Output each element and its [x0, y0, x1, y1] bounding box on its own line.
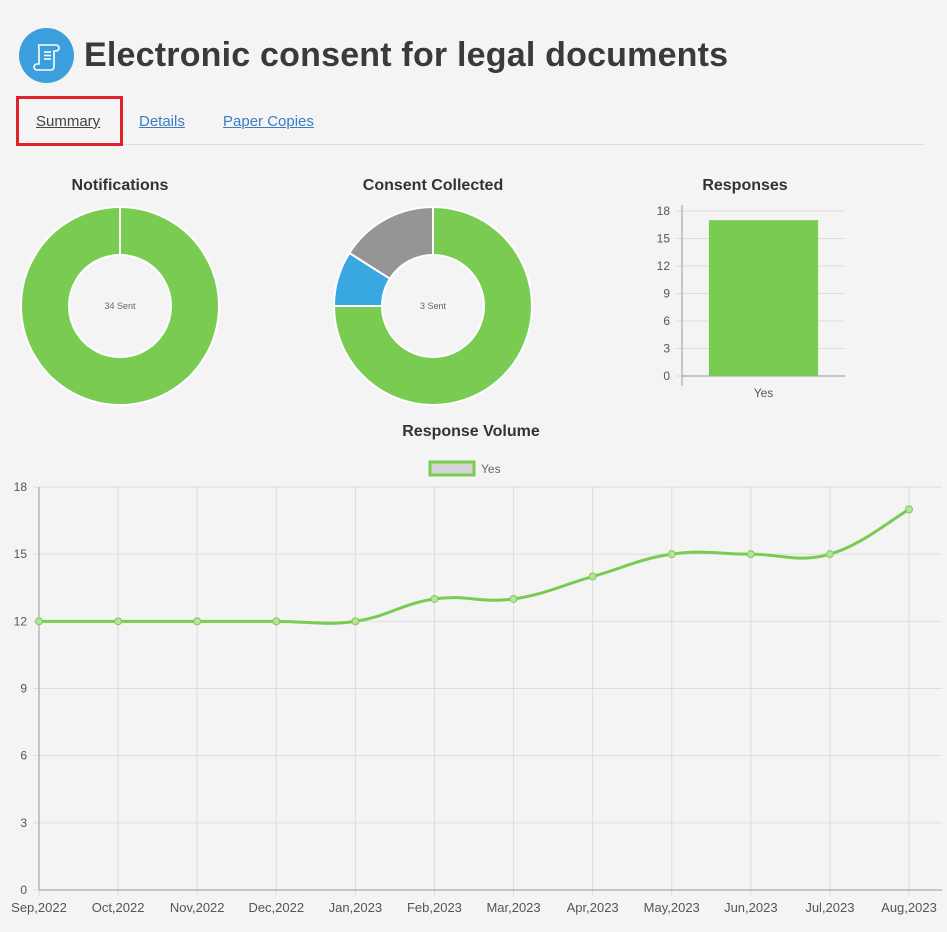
x-tick-label: Jun,2023: [724, 900, 778, 915]
data-point[interactable]: [825, 550, 834, 559]
y-tick-label: 12: [14, 614, 28, 628]
bar: [708, 220, 819, 376]
page-title: Electronic consent for legal documents: [84, 36, 729, 74]
consent-chart-title: Consent Collected: [362, 177, 504, 194]
x-tick-label: Jul,2023: [805, 900, 854, 915]
consent-donut-chart: 3 Sent: [333, 206, 533, 406]
page-header: Electronic consent for legal documents: [19, 28, 728, 83]
y-tick-label: 0: [663, 369, 670, 383]
y-tick-label: 9: [663, 287, 670, 301]
y-tick-label: 3: [20, 816, 27, 830]
donut-slice: [333, 206, 533, 406]
data-point[interactable]: [905, 505, 913, 514]
data-point[interactable]: [667, 550, 676, 559]
tab-summary[interactable]: Summary: [36, 113, 101, 130]
data-point[interactable]: [351, 617, 360, 626]
y-tick-label: 6: [663, 314, 670, 328]
y-tick-label: 3: [663, 342, 670, 356]
donut-slice: [20, 206, 220, 406]
notifications-center-label: 34 Sent: [104, 301, 136, 311]
tab-paper-copies[interactable]: Paper Copies: [223, 113, 314, 130]
data-point[interactable]: [430, 594, 439, 603]
y-tick-label: 18: [657, 204, 671, 218]
x-tick-label: Aug,2023: [881, 900, 937, 915]
data-point[interactable]: [193, 617, 202, 626]
x-tick-label: Apr,2023: [567, 900, 619, 915]
data-point[interactable]: [509, 594, 518, 603]
notifications-donut-chart: 34 Sent: [20, 206, 220, 406]
y-tick-label: 12: [657, 259, 671, 273]
data-point[interactable]: [35, 617, 43, 626]
data-point[interactable]: [746, 550, 755, 559]
x-tick-label: Yes: [754, 386, 774, 400]
y-tick-label: 0: [20, 883, 27, 897]
y-tick-label: 15: [657, 232, 671, 246]
data-point[interactable]: [588, 572, 597, 581]
donut-slice: [348, 206, 434, 281]
legend: Yes: [428, 460, 501, 477]
legend-label: Yes: [481, 462, 501, 476]
x-tick-label: Sep,2022: [11, 900, 67, 915]
notifications-chart-title: Notifications: [71, 177, 169, 194]
x-tick-label: Mar,2023: [486, 900, 540, 915]
series-line: [39, 508, 910, 625]
active-tab-highlight: [16, 96, 123, 146]
response-volume-chart-title: Response Volume: [402, 423, 540, 440]
x-tick-label: Oct,2022: [92, 900, 145, 915]
y-tick-label: 6: [20, 749, 27, 763]
data-point[interactable]: [272, 617, 281, 626]
x-tick-label: Feb,2023: [407, 900, 462, 915]
response-volume-line-chart: Yes 0 3 6 9 12 15 18 Sep,2022 Oct,2022 Nov,2022 Dec…: [11, 460, 942, 915]
y-tick-label: 15: [14, 547, 28, 561]
y-tick-label: 9: [20, 682, 27, 696]
document-scroll-icon: [19, 28, 74, 83]
tab-bar: Summary Details Paper Copies: [16, 96, 924, 146]
legend-swatch: [428, 460, 476, 477]
y-tick-label: 18: [14, 480, 28, 494]
x-tick-label: May,2023: [644, 900, 700, 915]
tab-details[interactable]: Details: [139, 113, 185, 130]
x-tick-label: Jan,2023: [329, 900, 383, 915]
x-tick-label: Dec,2022: [248, 900, 304, 915]
data-point[interactable]: [114, 617, 123, 626]
x-tick-label: Nov,2022: [170, 900, 225, 915]
responses-bar-chart: 0 3 6 9 12 15 18 Yes: [657, 204, 845, 400]
consent-center-label: 3 Sent: [420, 301, 447, 311]
responses-chart-title: Responses: [702, 177, 788, 194]
